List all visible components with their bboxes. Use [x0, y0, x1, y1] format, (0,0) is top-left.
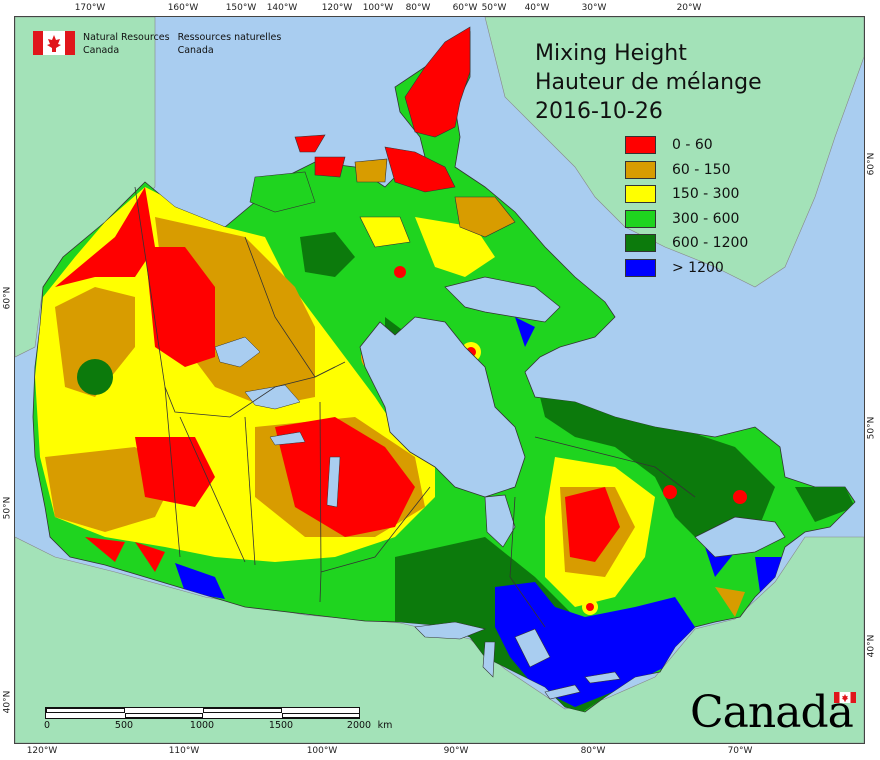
arctic-island — [314, 156, 346, 178]
top-tick-label: 100°W — [362, 3, 394, 13]
arctic-island — [384, 146, 456, 193]
top-tick-label: 160°W — [167, 3, 199, 13]
arctic-island — [294, 134, 326, 153]
legend-item: 600 - 1200 — [625, 233, 748, 253]
arctic-island — [249, 171, 316, 213]
legend-item: 300 - 600 — [625, 209, 748, 229]
left-tick-label: 40°N — [2, 690, 12, 714]
scale-segment — [125, 713, 203, 718]
bottom-tick-label: 70°W — [727, 746, 753, 756]
title-date: 2016-10-26 — [535, 99, 663, 124]
legend-swatch — [625, 136, 656, 154]
legend-label: 60 - 150 — [672, 161, 731, 178]
top-tick-label: 30°W — [581, 3, 607, 13]
lake-athabasca — [269, 431, 306, 446]
legend-label: 600 - 1200 — [672, 235, 749, 251]
left-tick-label: 60°N — [2, 286, 12, 310]
legend-swatch — [625, 234, 656, 252]
scale-label: 500 — [114, 720, 134, 731]
scale-segment — [203, 708, 282, 713]
top-tick-label: 150°W — [225, 3, 257, 13]
scale-label: 2000 — [346, 720, 372, 731]
nrcan-name-en: Natural Resources Canada — [83, 31, 170, 57]
scale-label: 0 — [43, 720, 51, 731]
nrcan-name-fr-line2: Canada — [177, 45, 214, 56]
top-tick-label: 20°W — [676, 3, 702, 13]
bottom-tick-label: 120°W — [26, 746, 58, 756]
scale-label: 1000 — [189, 720, 215, 731]
scale-segment — [46, 708, 125, 713]
legend-item: > 1200 — [625, 258, 748, 278]
top-tick-label: 80°W — [405, 3, 431, 13]
nrcan-logo: Natural Resources Canada Ressources natu… — [33, 31, 281, 57]
scale-segment — [282, 713, 360, 718]
ellesmere-island — [404, 26, 471, 138]
bottom-tick-label: 80°W — [580, 746, 606, 756]
legend-item: 0 - 60 — [625, 135, 748, 155]
top-tick-label: 40°W — [524, 3, 550, 13]
james-bay — [484, 494, 516, 548]
map-title: Mixing Height Hauteur de mélange 2016-10… — [535, 39, 762, 126]
scale-label: 1500 — [268, 720, 294, 731]
legend-label: 300 - 600 — [672, 210, 740, 227]
top-tick-label: 60°W — [452, 3, 478, 13]
legend-swatch — [625, 258, 656, 277]
scale-bar-track — [45, 707, 360, 719]
nrcan-name-fr: Ressources naturelles Canada — [178, 31, 282, 57]
legend-label: > 1200 — [672, 259, 724, 276]
provincial-borders — [134, 186, 696, 628]
right-tick-label: 50°N — [866, 416, 876, 440]
right-tick-label: 60°N — [866, 152, 876, 176]
legend: 0 - 60 60 - 150 150 - 300 300 - 600 600 … — [625, 135, 748, 282]
top-tick-label: 120°W — [321, 3, 353, 13]
usa-land — [15, 536, 864, 743]
legend-label: 0 - 60 — [672, 137, 713, 153]
canada-flag-icon — [33, 31, 75, 55]
map-area[interactable]: Natural Resources Canada Ressources natu… — [14, 16, 865, 744]
canada-wordmark: Canada — [690, 687, 856, 738]
arctic-island — [354, 158, 388, 183]
nrcan-name-en-line1: Natural Resources — [83, 32, 170, 43]
lake-erie — [544, 684, 581, 700]
lake-huron — [514, 628, 551, 668]
legend-item: 150 - 300 — [625, 184, 748, 204]
left-tick-label: 50°N — [2, 496, 12, 520]
scale-unit: km — [377, 720, 393, 731]
hudson-bay — [359, 316, 526, 498]
bottom-tick-label: 110°W — [168, 746, 200, 756]
arctic-island — [359, 216, 411, 248]
legend-swatch — [625, 160, 656, 179]
lake-winnipeg — [326, 456, 341, 508]
bottom-tick-label: 100°W — [306, 746, 338, 756]
top-tick-label: 140°W — [266, 3, 298, 13]
right-tick-label: 40°N — [866, 634, 876, 658]
lake-superior — [414, 621, 486, 640]
great-bear-lake — [214, 336, 261, 368]
nrcan-name-en-line2: Canada — [83, 45, 120, 56]
legend-swatch — [625, 185, 656, 203]
top-tick-label: 50°W — [481, 3, 507, 13]
bottom-tick-label: 90°W — [443, 746, 469, 756]
mixing-height-map[interactable] — [15, 17, 864, 743]
legend-label: 150 - 300 — [672, 186, 740, 202]
lake-ontario — [584, 671, 621, 684]
top-tick-label: 170°W — [74, 3, 106, 13]
nrcan-name-fr-line1: Ressources naturelles — [177, 32, 282, 43]
canada-wordmark-text: Canada — [690, 687, 854, 738]
arctic-island — [454, 196, 516, 238]
wordmark-flag-icon — [834, 692, 856, 703]
lake-michigan — [482, 641, 496, 678]
hudson-strait — [444, 276, 561, 323]
greenland-land — [484, 17, 864, 288]
gulf-st-lawrence — [694, 516, 786, 558]
legend-swatch — [625, 209, 656, 228]
title-english: Mixing Height — [535, 41, 687, 66]
legend-item: 60 - 150 — [625, 160, 748, 180]
title-french: Hauteur de mélange — [535, 70, 762, 95]
